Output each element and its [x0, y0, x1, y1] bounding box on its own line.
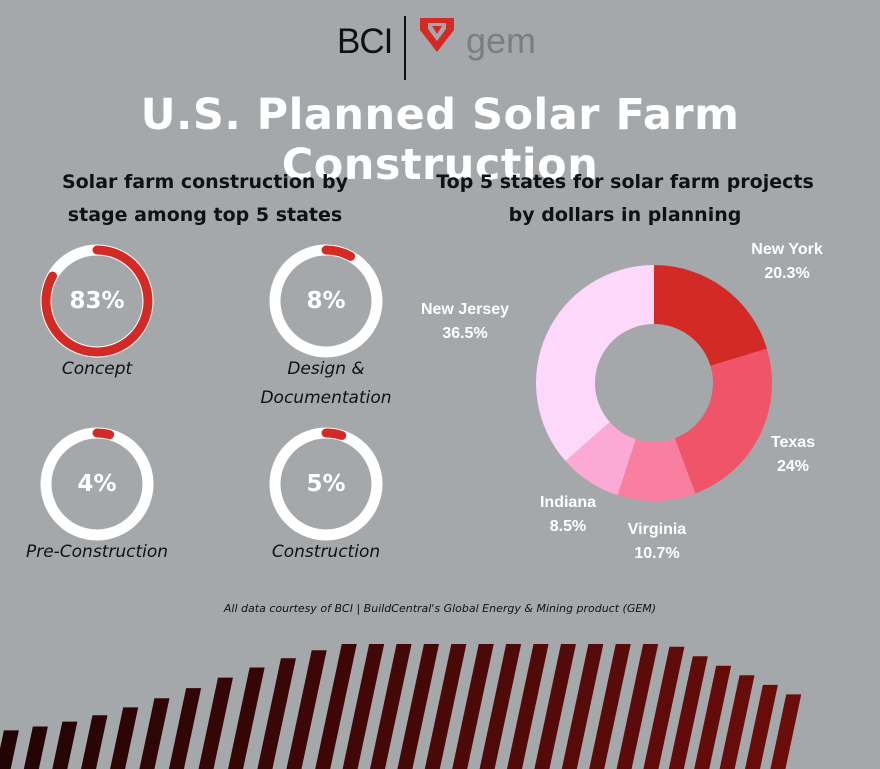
gauge-arc	[270, 245, 382, 357]
pie-label-texas-name: Texas	[770, 434, 816, 451]
wave-bar	[81, 715, 108, 769]
wave-bar	[479, 644, 522, 769]
gauge-design-documentation: 8%	[268, 243, 384, 359]
gauge-construction-label: Construction	[271, 542, 381, 562]
wave-bar	[342, 644, 385, 769]
gauge-design-label-line1: Design &	[287, 359, 365, 379]
wave-bar	[694, 665, 732, 769]
pie-label-new-york: New York 20.3%	[732, 238, 842, 286]
data-credit: All data courtesy of BCI | BuildCentral'…	[223, 602, 657, 615]
wave-bar	[506, 644, 549, 769]
left-subtitle-line1: Solar farm construction by	[61, 171, 349, 193]
pie-label-indiana: Indiana 8.5%	[525, 491, 611, 539]
wave-bar	[643, 646, 685, 769]
wave-bar	[719, 675, 755, 769]
pie-label-virginia-name: Virginia	[627, 521, 687, 538]
pie-label-virginia-value: 10.7%	[634, 545, 680, 562]
logo-divider	[404, 16, 406, 80]
wave-bar	[257, 658, 296, 769]
pie-slice-new-jersey	[536, 265, 654, 462]
wave-bar	[369, 644, 412, 769]
wave-bar	[397, 644, 439, 769]
gauge-pre-construction: 4%	[39, 426, 155, 542]
gem-logo-text: gem	[466, 20, 537, 61]
wave-bar	[534, 644, 576, 769]
gauge-concept-label: Concept	[61, 359, 133, 379]
gem-diamond-icon	[420, 18, 454, 52]
gauge-construction: 5%	[268, 426, 384, 542]
gauge-arc	[41, 428, 153, 540]
bci-logo-text: BCI	[337, 22, 393, 61]
pie-slice-virginia	[617, 438, 696, 501]
right-subtitle-line2: by dollars in planning	[508, 204, 742, 226]
pie-label-texas-value: 24%	[776, 458, 810, 475]
pie-label-new-york-value: 20.3%	[764, 265, 810, 282]
pie-label-texas: Texas 24%	[753, 431, 833, 479]
gauge-design-value: 8%	[306, 288, 346, 314]
pie-label-indiana-value: 8.5%	[549, 518, 587, 535]
left-subtitle-line2: stage among top 5 states	[67, 204, 343, 226]
pie-label-indiana-name: Indiana	[539, 494, 596, 511]
pie-label-new-jersey: New Jersey 36.5%	[410, 298, 520, 346]
pie-label-virginia: Virginia 10.7%	[612, 518, 702, 566]
gauge-concept-value: 83%	[69, 288, 125, 314]
wave-bar	[315, 644, 357, 769]
wave-bar	[589, 644, 631, 769]
right-subtitle-line1: Top 5 states for solar farm projects	[436, 171, 814, 193]
wave-bar	[424, 644, 467, 769]
gauge-concept: 83%	[39, 243, 155, 359]
wave-bar	[110, 707, 139, 769]
wave-bar	[23, 726, 48, 769]
wave-bar	[228, 667, 265, 769]
wave-bar	[139, 698, 170, 769]
gauge-construction-ring	[269, 427, 383, 541]
pie-slice-texas	[674, 348, 773, 494]
pie-label-new-jersey-value: 36.5%	[442, 325, 488, 342]
gauge-pre-construction-value: 4%	[77, 471, 117, 497]
gauge-pre-construction-label: Pre-Construction	[25, 542, 169, 562]
wave-bar	[198, 677, 233, 769]
pie-slice-indiana	[565, 422, 636, 496]
wave-bar	[286, 650, 327, 769]
wave-bar	[770, 694, 802, 769]
wave-bar	[0, 730, 19, 769]
gauge-design-label-line2: Documentation	[260, 388, 392, 408]
pie-label-new-york-name: New York	[751, 241, 823, 258]
left-panel-subtitle: Solar farm construction by stage among t…	[30, 166, 380, 232]
wave-bar	[452, 644, 494, 769]
pie-slice-new-york	[654, 265, 767, 366]
wave-bar	[52, 721, 78, 769]
pie-label-new-jersey-name: New Jersey	[420, 301, 510, 318]
wave-bar	[561, 644, 604, 769]
gauge-design-label: Design & Documentation	[240, 355, 412, 413]
wave-bar	[668, 656, 708, 769]
gauge-arc	[41, 245, 153, 357]
right-panel-subtitle: Top 5 states for solar farm projects by …	[415, 166, 835, 232]
wave-bar	[616, 644, 659, 769]
wave-bar	[745, 684, 778, 769]
gauge-construction-value: 5%	[306, 471, 346, 497]
gauge-arc	[270, 428, 382, 540]
page-title: U.S. Planned Solar Farm Construction	[140, 90, 740, 190]
gauge-concept-ring	[40, 244, 154, 358]
gauge-pre-construction-ring	[40, 427, 154, 541]
gauge-design-ring	[269, 244, 383, 358]
wave-bar	[168, 688, 202, 769]
